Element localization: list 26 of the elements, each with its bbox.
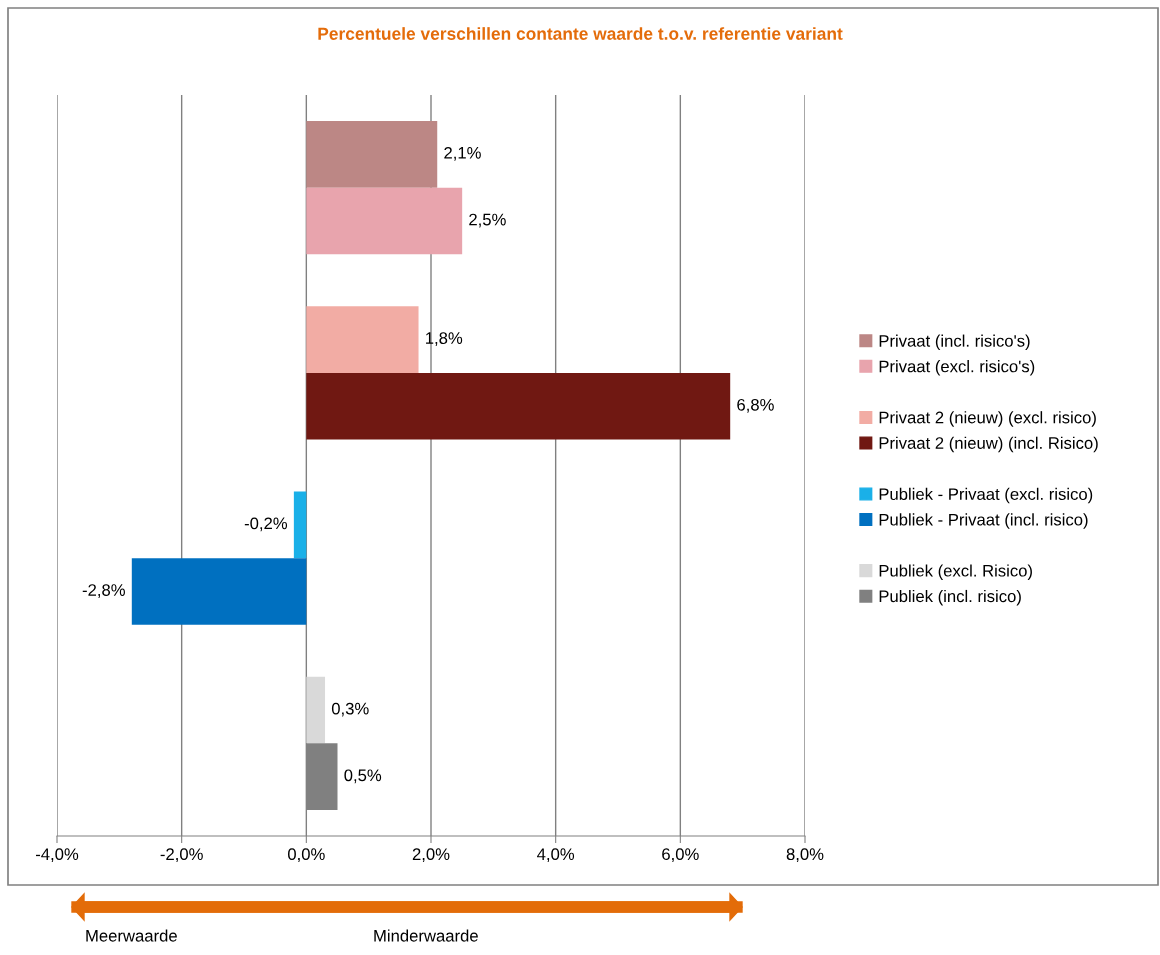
x-tick-label: -2,0% bbox=[160, 848, 203, 863]
x-tick-label: 6,0% bbox=[662, 848, 699, 863]
x-tick-label: 8,0% bbox=[786, 848, 824, 863]
x-tick-label: 4,0% bbox=[537, 848, 575, 863]
legend-label: Privaat (incl. risico's) bbox=[879, 334, 1030, 351]
data-label: -0,2% bbox=[244, 517, 288, 532]
data-label: 0,3% bbox=[331, 702, 369, 717]
x-tick-label: 0,0% bbox=[287, 848, 325, 863]
legend-label: Privaat 2 (nieuw) (incl. Risico) bbox=[879, 436, 1098, 453]
legend-label: Publiek (incl. risico) bbox=[879, 589, 1021, 606]
data-label: -2,8% bbox=[82, 584, 125, 598]
data-label: 2,1% bbox=[444, 146, 481, 161]
data-label: 6,8% bbox=[737, 398, 774, 413]
x-tick-label: -4,0% bbox=[35, 848, 79, 863]
legend-label: Privaat (excl. risico's) bbox=[879, 360, 1035, 376]
legend-label: Publiek - Privaat (incl. risico) bbox=[879, 513, 1088, 529]
legend-label: Publiek - Privaat (excl. risico) bbox=[879, 487, 1093, 504]
legend-label: Privaat 2 (nieuw) (excl. risico) bbox=[879, 411, 1096, 427]
data-label: 2,5% bbox=[469, 213, 506, 228]
text: Meerwaarde bbox=[86, 929, 177, 942]
legend-label: Publiek (excl. Risico) bbox=[879, 564, 1032, 580]
data-label: 0,5% bbox=[344, 769, 382, 784]
chart-title: Percentuele verschillen contante waarde t.o.v. referentie variant bbox=[318, 27, 843, 40]
text: Minderwaarde bbox=[374, 929, 478, 942]
data-label: 1,8% bbox=[426, 332, 463, 346]
x-tick-label: 2,0% bbox=[412, 848, 450, 863]
